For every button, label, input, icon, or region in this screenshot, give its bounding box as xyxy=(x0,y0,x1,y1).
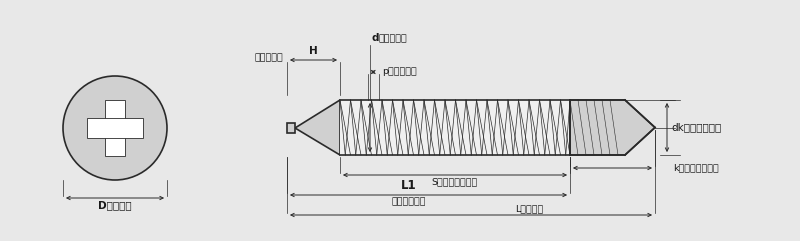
Text: L1: L1 xyxy=(401,179,416,192)
Text: k（ドリル長さ）: k（ドリル長さ） xyxy=(673,163,718,173)
Text: （頭高さ）: （頭高さ） xyxy=(254,54,283,62)
Text: （働き長さ）: （働き長さ） xyxy=(391,197,426,206)
Text: H: H xyxy=(309,46,318,56)
Bar xyxy=(340,100,570,155)
Circle shape xyxy=(63,76,167,180)
Polygon shape xyxy=(570,100,655,155)
Polygon shape xyxy=(105,100,125,156)
Text: D（頭径）: D（頭径） xyxy=(98,200,132,210)
Polygon shape xyxy=(87,118,143,138)
Text: p（ピッチ）: p（ピッチ） xyxy=(382,67,418,76)
Text: d: d xyxy=(372,33,379,43)
Text: （ねじ径）: （ねじ径） xyxy=(379,34,408,43)
Text: L（全長）: L（全長） xyxy=(515,204,543,213)
Bar xyxy=(287,123,295,133)
Text: dk（ドリル幅）: dk（ドリル幅） xyxy=(671,122,722,133)
Text: S（ねじ部長さ）: S（ねじ部長さ） xyxy=(432,177,478,186)
Polygon shape xyxy=(295,100,340,155)
